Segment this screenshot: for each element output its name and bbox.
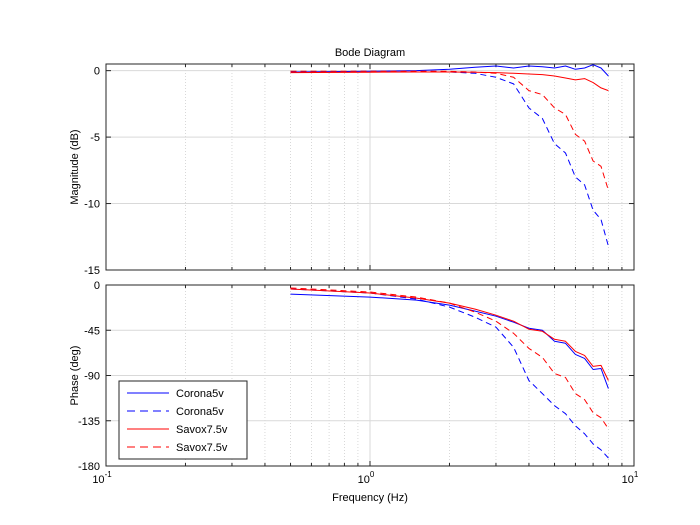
- x-tick-label-exponent: 0: [370, 470, 375, 479]
- x-tick-label-base: 10: [622, 474, 634, 486]
- x-tick-label-exponent: -1: [105, 470, 113, 479]
- y-axis-label: Phase (deg): [69, 346, 81, 406]
- y-tick-label: -135: [78, 416, 100, 428]
- legend-label: Corona5v: [176, 406, 224, 418]
- y-tick-label: -180: [78, 461, 100, 473]
- series-line-red-dashed: [290, 70, 609, 191]
- y-tick-label: -15: [84, 265, 100, 277]
- x-tick-label-base: 10: [358, 474, 370, 486]
- series-line-red-solid: [290, 71, 609, 92]
- x-tick-label-exponent: 1: [634, 470, 639, 479]
- x-tick-label: 101: [622, 470, 639, 486]
- x-tick-label: 10-1: [92, 470, 112, 486]
- y-tick-label: -5: [90, 132, 100, 144]
- y-tick-label: 0: [94, 66, 100, 78]
- legend: Corona5v Corona5v Savox7.5v Savox7.5v: [118, 380, 248, 460]
- y-tick-label: -45: [84, 325, 100, 337]
- legend-box: [118, 380, 248, 460]
- y-tick-label: -10: [84, 199, 100, 211]
- x-axis-label: Frequency (Hz): [332, 492, 408, 504]
- series-line-red-dashed: [290, 287, 609, 430]
- y-tick-label: -90: [84, 371, 100, 383]
- legend-label: Corona5v: [176, 388, 224, 400]
- legend-label: Savox7.5v: [176, 442, 228, 454]
- series-line-blue-solid: [290, 64, 609, 77]
- magnitude-panel: 0 -5 -10 -15 Bode Diagram Magnitude (dB): [69, 47, 635, 277]
- y-tick-label: 0: [94, 280, 100, 292]
- series-line-blue-dashed: [290, 288, 609, 459]
- x-tick-label: 100: [358, 470, 375, 486]
- y-axis-label: Magnitude (dB): [69, 129, 81, 204]
- x-tick-label-base: 10: [92, 474, 104, 486]
- chart-title: Bode Diagram: [335, 47, 405, 59]
- legend-label: Savox7.5v: [176, 424, 228, 436]
